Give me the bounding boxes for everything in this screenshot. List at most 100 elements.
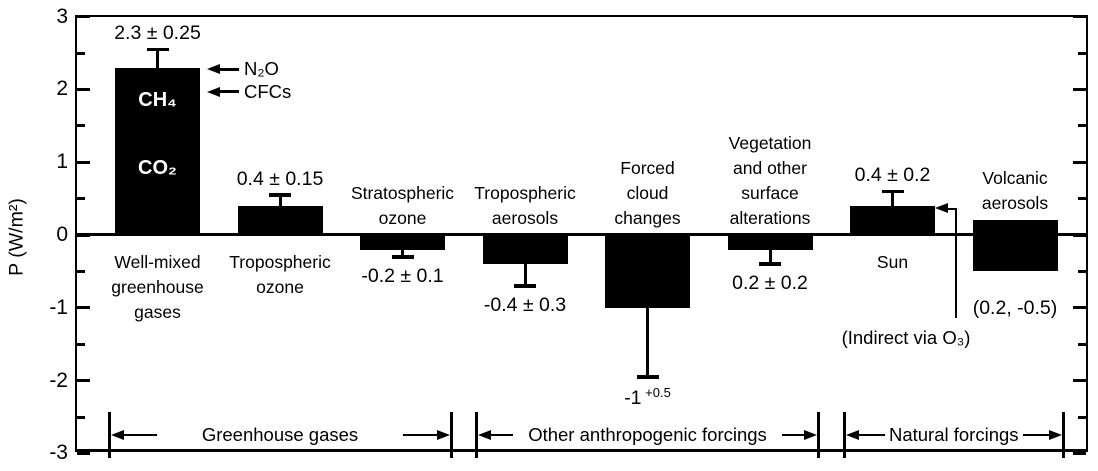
name-label-line: aerosols — [491, 208, 559, 228]
bar-volcanic-aerosols — [972, 220, 1058, 272]
y-major-tick-right — [1073, 160, 1086, 164]
indirect-note-text: (Indirect via O₃) — [841, 326, 971, 348]
group-arrow-line — [858, 433, 885, 437]
value-label-forced-cloud-changes: -1 +0.5 — [558, 385, 738, 410]
name-label-line: ozone — [378, 208, 427, 228]
name-label-tropospheric-ozone: Tropospheric ozone — [190, 250, 370, 300]
bar-tropospheric-ozone — [237, 205, 323, 235]
group-end-bar-left — [842, 412, 846, 458]
name-label-line: changes — [614, 208, 681, 228]
left-arrow-icon — [110, 430, 124, 440]
name-label-sun: Sun — [803, 250, 983, 275]
indirect-callout-vline — [954, 207, 957, 318]
group-label: Greenhouse gases — [201, 424, 359, 445]
y-major-tick-right — [1073, 379, 1086, 383]
side-note-text: CFCs — [244, 80, 292, 102]
y-minor-tick-left — [77, 197, 85, 201]
bar-well-mixed-greenhouse-gases — [115, 67, 200, 235]
left-arrow-icon — [207, 64, 220, 75]
value-text: 0.4 ± 0.2 — [854, 164, 931, 187]
error-cap — [146, 47, 169, 52]
y-major-tick-left — [77, 379, 90, 383]
y-tick-label: 2 — [56, 77, 68, 101]
error-whisker — [891, 191, 894, 206]
error-whisker — [401, 249, 404, 257]
error-whisker — [768, 249, 772, 265]
arrow-line — [220, 67, 239, 71]
y-major-tick-right — [1073, 15, 1086, 19]
name-label-line: Stratospheric — [350, 183, 455, 203]
y-minor-tick-right — [1078, 124, 1086, 128]
group-end-bar-left — [107, 412, 111, 458]
y-tick-label: 3 — [56, 4, 68, 28]
y-tick-label: -1 — [49, 295, 68, 319]
value-text: -0.2 ± 0.1 — [361, 264, 444, 287]
name-label-line: Vegetation — [728, 133, 812, 153]
group-bracket-2: Other anthropogenic forcings — [475, 412, 820, 458]
y-major-tick-left — [77, 160, 90, 164]
group-arrow-line — [491, 433, 514, 437]
x-axis-zero-line — [77, 233, 1086, 236]
group-arrow-line — [781, 433, 804, 437]
group-label: Other anthropogenic forcings — [528, 424, 767, 445]
inner-label-well-mixed-greenhouse-gases: CO₂ — [138, 157, 177, 180]
name-label-line: gases — [134, 302, 181, 322]
name-label-stratospheric-ozone: Stratospheric ozone — [313, 181, 493, 231]
y-major-tick-left — [77, 306, 90, 310]
group-end-bar-right — [449, 412, 453, 458]
y-minor-tick-left — [77, 269, 85, 273]
group-label: Natural forcings — [888, 424, 1019, 445]
y-major-tick-left — [77, 87, 90, 91]
y-major-tick-right — [1073, 233, 1086, 237]
name-label-line: Tropospheric — [229, 252, 331, 272]
y-minor-tick-left — [77, 415, 85, 419]
right-arrow-icon — [804, 430, 817, 440]
y-major-tick-right — [1073, 306, 1086, 310]
name-label-forced-cloud-changes: Forced cloud changes — [558, 156, 738, 231]
side-note-well-mixed-greenhouse-gases: CFCs — [207, 81, 291, 103]
y-major-tick-left — [77, 451, 90, 455]
name-label-line: alterations — [729, 208, 811, 228]
arrow-line — [220, 90, 239, 94]
name-label-line: ozone — [256, 277, 304, 297]
left-arrow-icon — [845, 430, 859, 440]
value-text: 2.3 ± 0.25 — [114, 22, 201, 45]
error-whisker — [278, 194, 282, 206]
left-arrow-icon — [935, 203, 948, 214]
value-text: 0.4 ± 0.15 — [236, 167, 324, 190]
y-major-tick-right — [1073, 87, 1086, 91]
y-minor-tick-right — [1078, 342, 1086, 346]
name-label-line: Tropospheric — [474, 183, 576, 203]
value-text: (0.2, -0.5) — [972, 297, 1058, 320]
value-label-well-mixed-greenhouse-gases: 2.3 ± 0.25 — [68, 22, 248, 45]
indirect-callout-hline — [946, 207, 956, 211]
value-label-volcanic-aerosols: (0.2, -0.5) — [925, 297, 1098, 320]
value-text: -1 — [624, 386, 642, 409]
value-label-stratospheric-ozone: -0.2 ± 0.1 — [313, 265, 493, 288]
y-minor-tick-right — [1078, 197, 1086, 201]
name-label-line: and other — [733, 158, 807, 178]
y-minor-tick-left — [77, 51, 85, 55]
y-minor-tick-right — [1078, 415, 1086, 419]
group-arrow-line — [123, 433, 157, 437]
side-note-well-mixed-greenhouse-gases: N₂O — [207, 58, 279, 80]
name-label-line: surface — [741, 183, 799, 203]
side-note-text: N₂O — [244, 58, 279, 80]
plot-frame — [75, 15, 1088, 452]
name-label-line: aerosols — [981, 193, 1049, 214]
y-tick-label: 0 — [56, 223, 68, 246]
group-end-bar-right — [817, 412, 820, 458]
group-arrow-row: Natural forcings — [845, 412, 1062, 458]
group-bracket-3: Natural forcings — [842, 412, 1065, 458]
name-label-line: Forced — [620, 158, 675, 178]
value-label-sun: 0.4 ± 0.2 — [803, 164, 983, 187]
error-whisker — [646, 307, 649, 377]
error-cap — [514, 284, 536, 288]
error-cap — [391, 255, 414, 259]
error-whisker — [523, 264, 527, 286]
y-minor-tick-right — [1078, 51, 1086, 55]
bar-forced-cloud-changes — [605, 235, 690, 308]
value-superscript: +0.5 — [641, 384, 671, 400]
error-cap — [881, 189, 904, 194]
left-arrow-icon — [478, 430, 491, 440]
